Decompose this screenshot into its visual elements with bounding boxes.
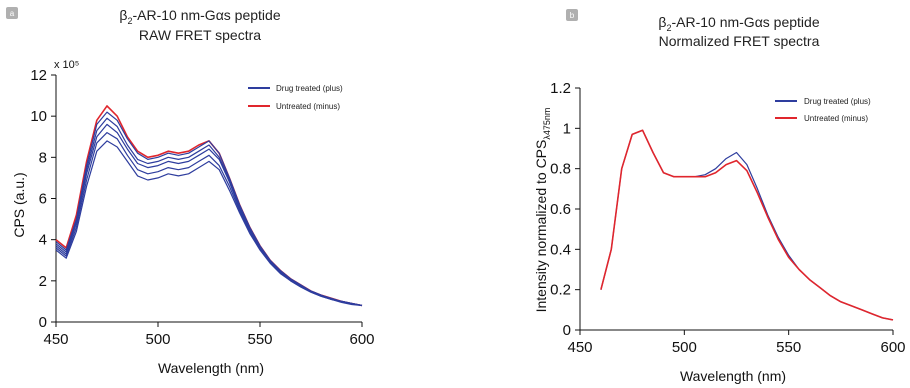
y-tick-label: 8	[39, 149, 47, 166]
y-tick-label: 6	[39, 191, 47, 208]
chart-b-legend-label-untreated: Untreated (minus)	[804, 114, 868, 123]
panel-b-title-line2: Normalized FRET spectra	[659, 33, 820, 49]
x-tick-label: 600	[880, 339, 905, 356]
x-tick-label: 500	[672, 339, 697, 356]
chart-b-y-axis-label: Intensity normalized to CPSλ475nm	[533, 108, 552, 313]
y-tick-label: 2	[39, 273, 47, 290]
series-line-blue-1	[55, 111, 363, 307]
y-tick-label: 0	[563, 322, 571, 339]
x-tick-label: 550	[247, 331, 272, 348]
series-line-blue-0	[600, 129, 894, 321]
y-tick-label: 0.4	[550, 241, 571, 258]
chart-a-legend: Drug treated (plus) Untreated (minus)	[248, 84, 343, 111]
chart-b-legend: Drug treated (plus) Untreated (minus)	[775, 97, 871, 123]
x-tick-label: 550	[776, 339, 801, 356]
chart-a-y-multiplier: x 10⁵	[54, 59, 79, 71]
chart-b: Intensity normalized to CPSλ475nm Wavele…	[533, 80, 906, 384]
series-line-red-1	[600, 129, 894, 321]
x-tick-label: 450	[567, 339, 592, 356]
chart-a-x-axis-label: Wavelength (nm)	[158, 360, 264, 376]
panel-a-badge	[6, 7, 18, 19]
x-tick-label: 500	[145, 331, 170, 348]
chart-b-legend-label-drug: Drug treated (plus)	[804, 97, 871, 106]
series-line-blue-4	[55, 132, 363, 307]
chart-a-legend-label-drug: Drug treated (plus)	[276, 84, 343, 93]
y-tick-label: 0.8	[550, 161, 571, 178]
panel-b-badge-label: b	[570, 11, 575, 20]
panel-a-title-line2: RAW FRET spectra	[139, 27, 261, 43]
y-tick-label: 1.2	[550, 80, 571, 97]
y-tick-label: 12	[30, 67, 47, 84]
chart-a: x 10⁵ CPS (a.u.) Wavelength (nm) Drug tr…	[11, 59, 375, 376]
y-tick-label: 4	[39, 232, 47, 249]
panel-a-badge-label: a	[10, 9, 15, 18]
chart-a-y-axis-label: CPS (a.u.)	[11, 172, 27, 237]
y-tick-label: 1	[563, 120, 571, 137]
y-tick-label: 0	[39, 314, 47, 331]
panel-a-title-line1: β2-AR-10 nm-Gαs peptide	[119, 7, 280, 26]
series-line-red-0	[55, 105, 363, 307]
chart-b-x-axis-label: Wavelength (nm)	[680, 368, 786, 384]
series-line-blue-3	[55, 123, 363, 307]
series-line-blue-5	[55, 140, 363, 307]
panel-b-title-line1: β2-AR-10 nm-Gαs peptide	[658, 14, 819, 33]
y-tick-label: 0.6	[550, 201, 571, 218]
x-tick-label: 450	[43, 331, 68, 348]
x-tick-label: 600	[349, 331, 374, 348]
y-tick-label: 10	[30, 108, 47, 125]
panel-a-header: a β2-AR-10 nm-Gαs peptide RAW FRET spect…	[6, 7, 281, 43]
panel-b-header: b β2-AR-10 nm-Gαs peptide Normalized FRE…	[566, 9, 820, 49]
panel-b-badge	[566, 9, 578, 21]
chart-a-legend-label-untreated: Untreated (minus)	[276, 102, 340, 111]
y-tick-label: 0.2	[550, 282, 571, 299]
